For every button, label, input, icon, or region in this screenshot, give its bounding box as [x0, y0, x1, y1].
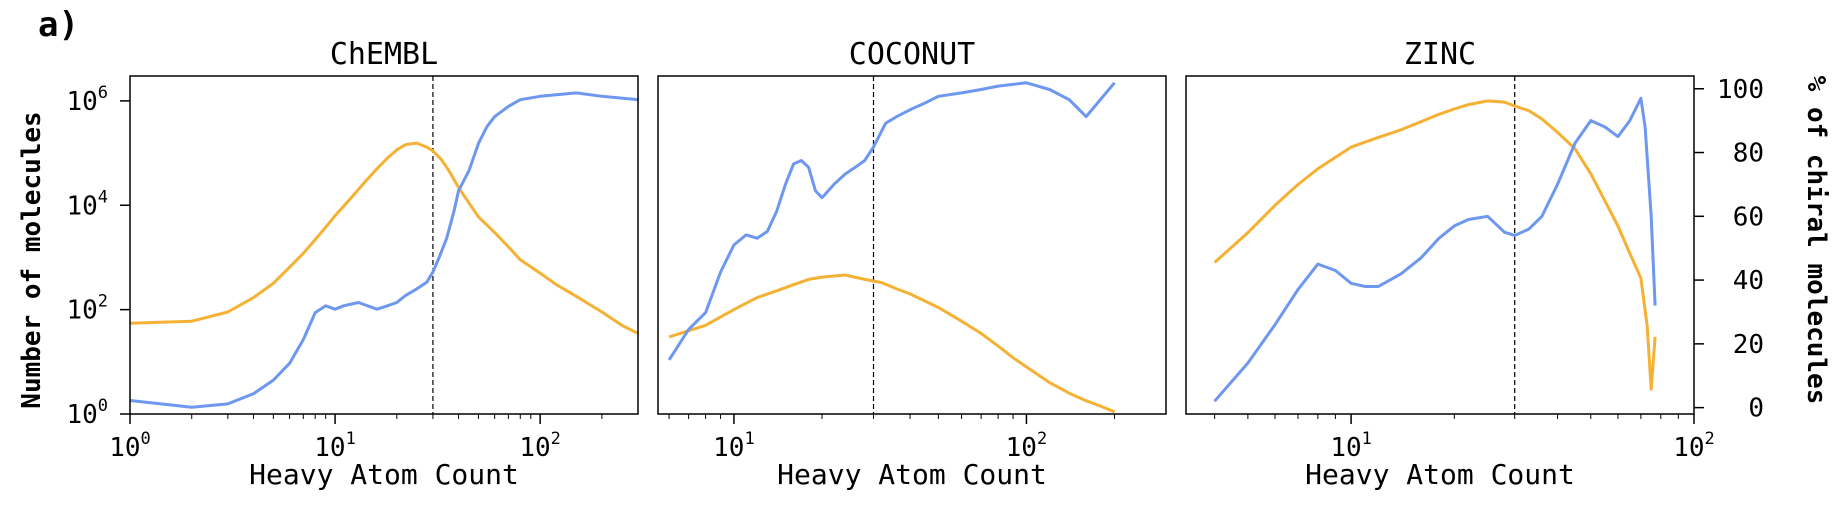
- y-left-tick-label-1: 102: [66, 292, 108, 326]
- x-tick-label-0-2: 102: [519, 429, 561, 463]
- plot-frame-2: [1185, 75, 1695, 415]
- x-axis-label-2: Heavy Atom Count: [1305, 458, 1575, 491]
- left-axis-label: Number of molecules: [17, 111, 47, 408]
- x-tick-label-1-0: 101: [713, 429, 755, 463]
- right-axis-label: % of chiral molecules: [1801, 76, 1831, 405]
- y-right-tick-label-2: 40: [1733, 266, 1764, 296]
- series-line-chiral-percent-0: [130, 91, 638, 409]
- chart-title-1: COCONUT: [849, 37, 975, 72]
- y-right-tick-label-0: 0: [1748, 394, 1764, 424]
- plot-frame-1: [657, 75, 1167, 415]
- series-line-molecule-count-1: [668, 273, 1116, 414]
- y-right-tick-label-3: 60: [1733, 202, 1764, 232]
- series-line-molecule-count-2: [1213, 99, 1657, 391]
- y-right-tick-label-1: 20: [1733, 330, 1764, 360]
- y-left-tick-label-2: 104: [66, 187, 108, 221]
- y-left-tick-label-0: 100: [66, 396, 108, 430]
- y-right-tick-label-5: 100: [1717, 75, 1764, 105]
- x-axis-label-1: Heavy Atom Count: [777, 458, 1047, 491]
- charts-group: ChEMBL Heavy Atom Count 100 101 102 100 102 104…: [66, 37, 1764, 491]
- x-tick-label-0-0: 100: [109, 429, 151, 463]
- series-line-chiral-percent-1: [667, 81, 1116, 361]
- y-right-tick-label-4: 80: [1733, 139, 1764, 169]
- chart-panel-1: COCONUT Heavy Atom Count 101 102: [657, 37, 1167, 491]
- y-left-tick-label-3: 106: [66, 83, 108, 117]
- panel-label: a): [38, 5, 79, 45]
- x-tick-label-0-1: 101: [314, 429, 356, 463]
- series-line-molecule-count-0: [130, 141, 638, 335]
- x-axis-label-0: Heavy Atom Count: [249, 458, 519, 491]
- x-tick-label-1-1: 102: [1006, 429, 1048, 463]
- plot-frame-0: [129, 75, 639, 415]
- x-tick-label-2-1: 102: [1673, 429, 1715, 463]
- chart-panel-0: ChEMBL Heavy Atom Count 100 101 102 100 102 104…: [66, 37, 639, 491]
- series-line-chiral-percent-2: [1213, 96, 1657, 403]
- chart-title-2: ZINC: [1404, 37, 1476, 72]
- chart-title-0: ChEMBL: [330, 37, 438, 72]
- x-tick-label-2-0: 101: [1330, 429, 1372, 463]
